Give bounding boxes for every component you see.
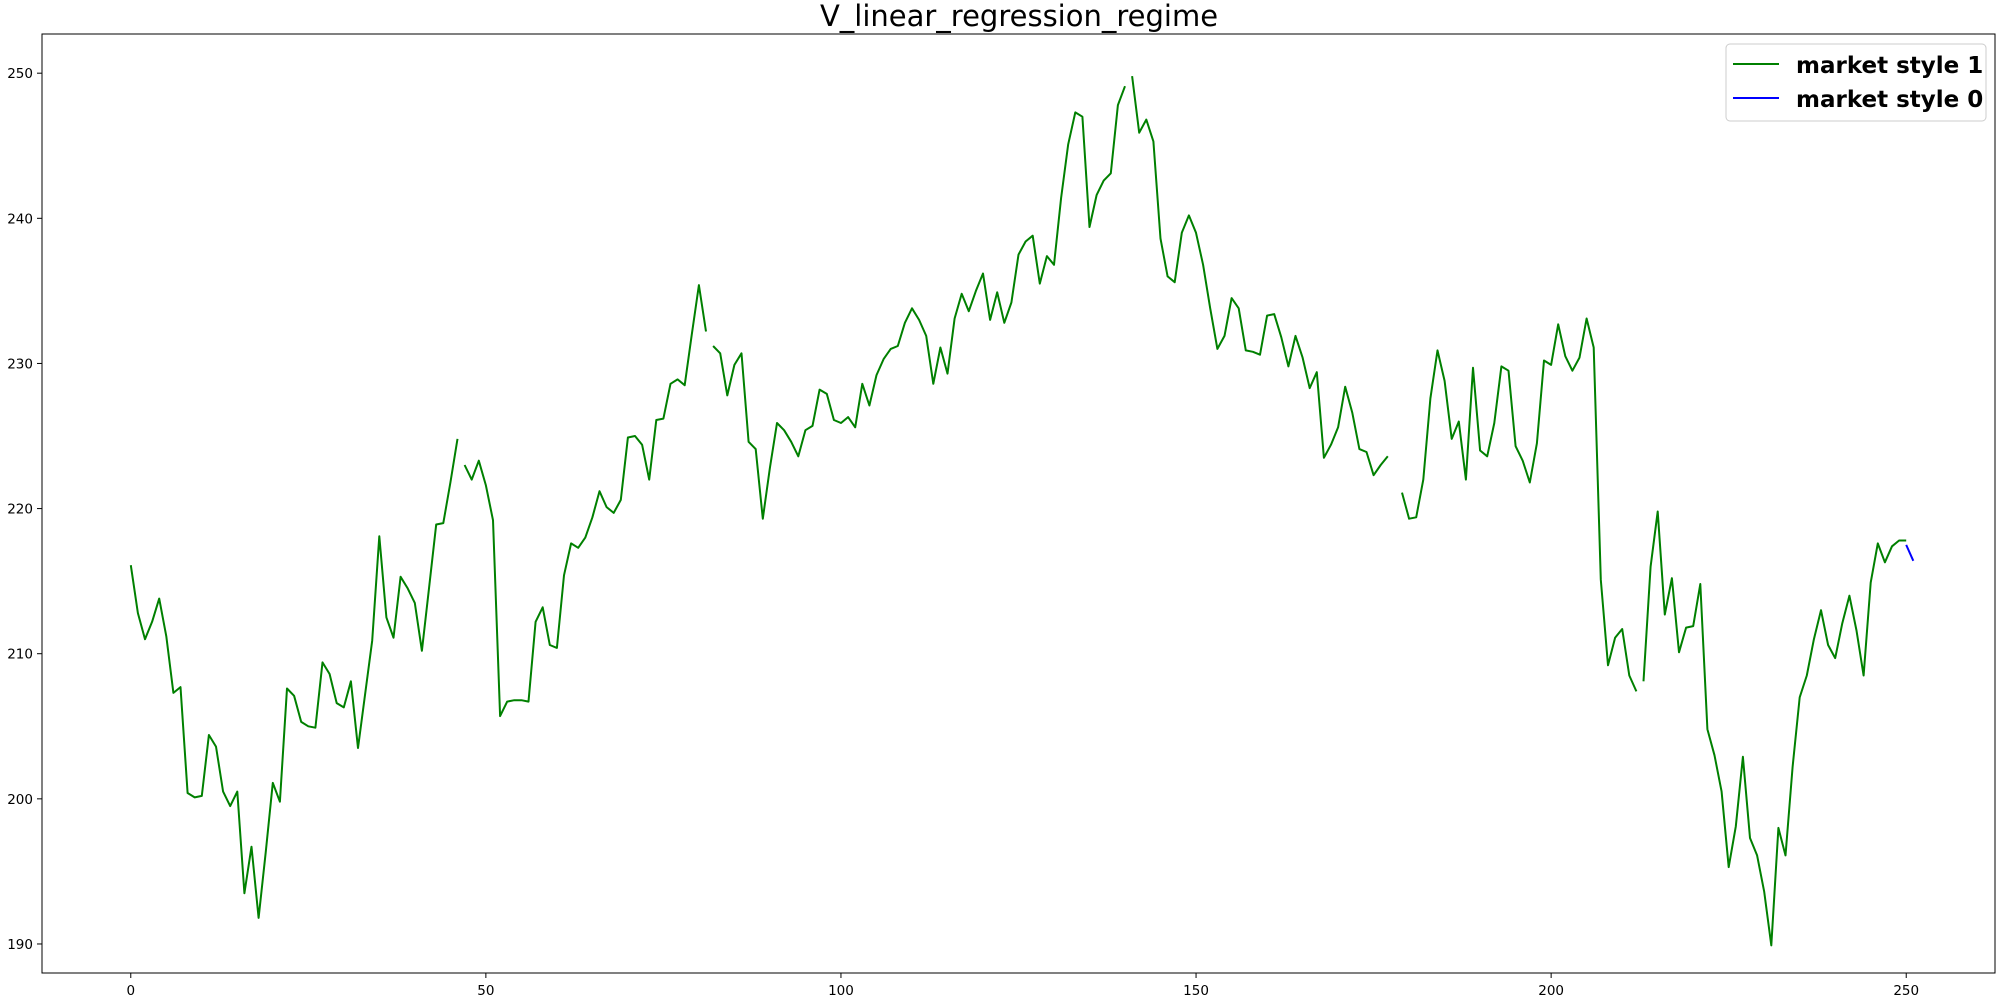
legend: market style 1 market style 0 [1725,43,1987,122]
y-tick-label: 190 [7,937,33,953]
axes: 0 50 100 150 200 250 190 200 210 220 230 240 250 [7,33,1996,999]
x-tick-label: 200 [1538,983,1564,999]
y-tick-label: 210 [7,647,33,663]
legend-box [1725,43,1987,122]
series-line-market-style-1-segment-2 [712,85,1126,520]
x-tick-label: 250 [1893,983,1919,999]
y-tick-label: 250 [7,66,33,82]
series-line-market-style-0-segment-6 [1905,544,1915,562]
plot-area [129,75,1915,947]
series-line-market-style-1-segment-5 [1642,510,1907,947]
y-tick-label: 230 [7,356,33,372]
legend-label-market-style-0: market style 0 [1796,87,1983,113]
series-line-market-style-1-segment-4 [1401,317,1638,692]
legend-label-market-style-1: market style 1 [1796,53,1983,79]
y-tick-label: 200 [7,792,33,808]
x-tick-label: 0 [126,983,135,999]
chart-title: V_linear_regression_regime [820,0,1218,33]
plot-frame [41,33,1996,974]
x-tick-label: 100 [828,983,854,999]
x-tick-label: 50 [477,983,494,999]
series-line-market-style-1-segment-1 [463,284,707,718]
series-line-market-style-1-segment-0 [129,438,459,919]
y-tick-label: 240 [7,211,33,227]
y-tick-label: 220 [7,502,33,518]
series-line-market-style-1-segment-3 [1131,75,1389,477]
x-tick-label: 150 [1183,983,1209,999]
